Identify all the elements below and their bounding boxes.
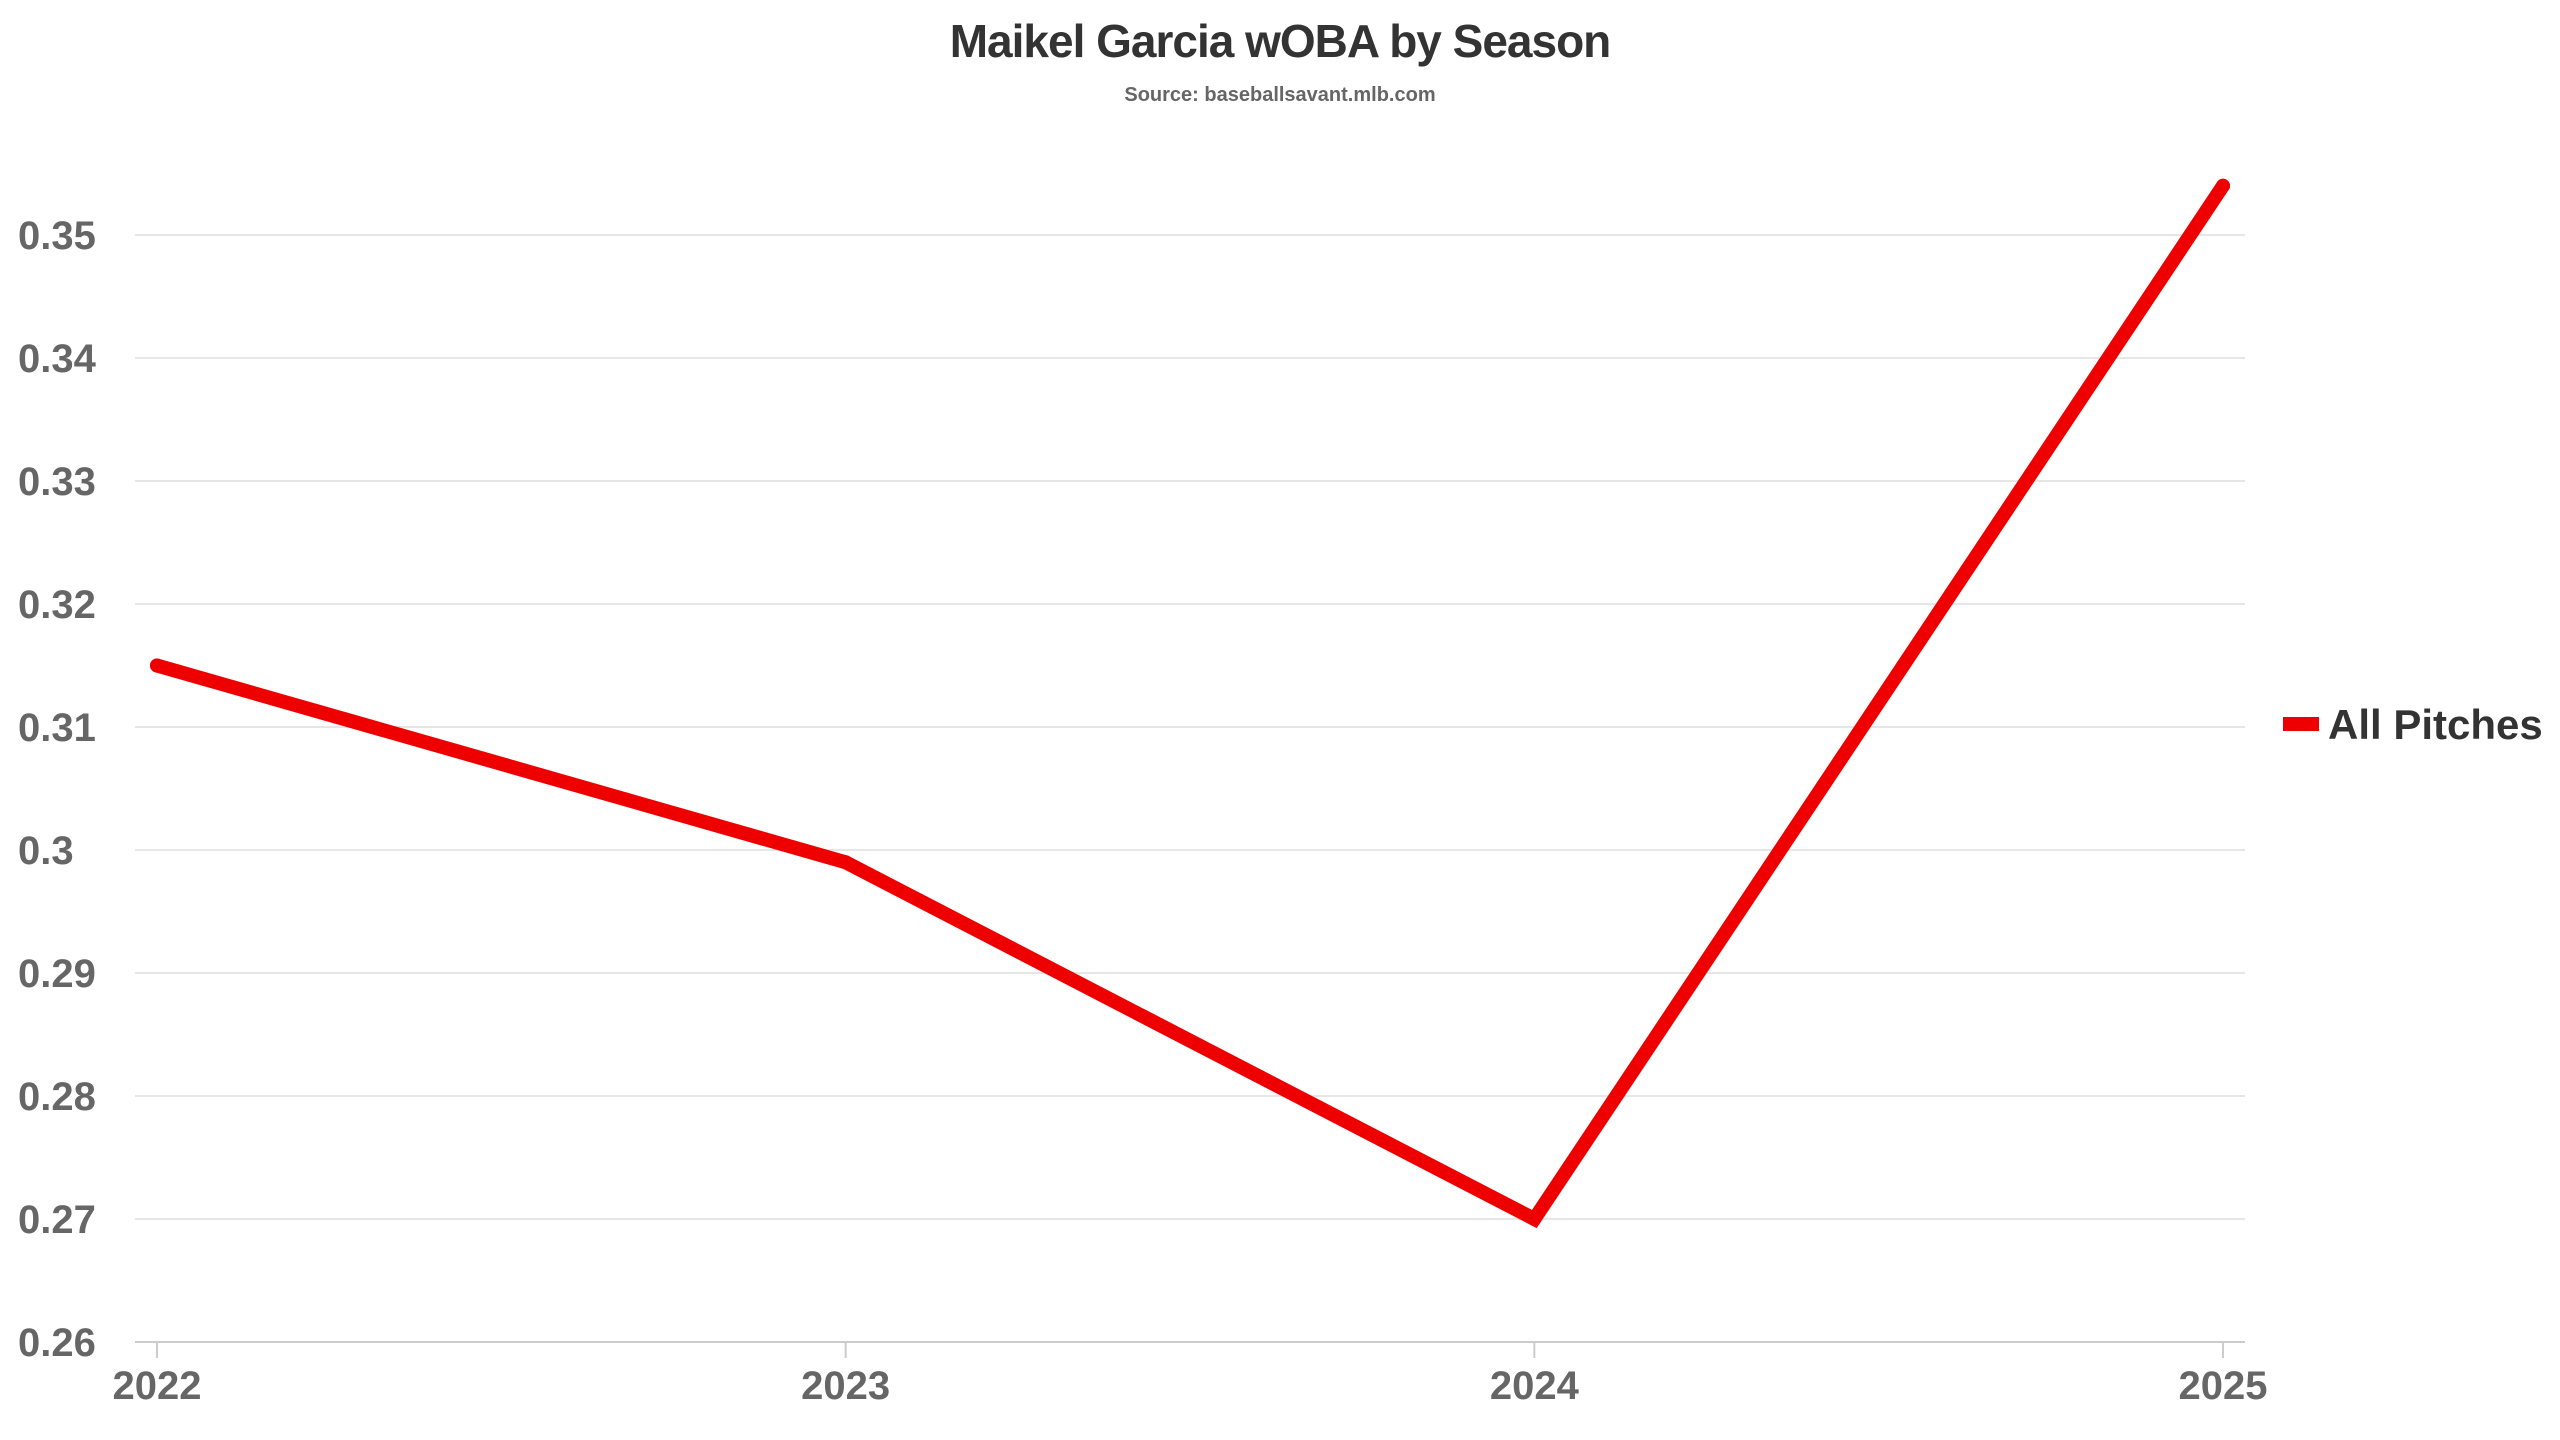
y-axis-tick-labels: 0.26 0.27 0.28 0.29 0.3 0.31 0.32 0.33 0.34 0.35: [18, 214, 97, 1365]
series-line: [150, 178, 2230, 1229]
y-tick-label: 0.33: [18, 460, 96, 504]
data-point: [1527, 1212, 1542, 1226]
data-point: [2216, 178, 2230, 193]
x-tick-label: 2023: [801, 1364, 890, 1408]
legend-label: All Pitches: [2328, 701, 2543, 748]
x-tick-label: 2024: [1490, 1364, 1580, 1408]
series-lines: [150, 178, 2230, 1229]
x-axis-tick-labels: 2022 2023 2024 2025: [113, 1364, 2268, 1408]
y-tick-label: 0.3: [18, 829, 74, 873]
y-tick-label: 0.35: [18, 214, 96, 258]
y-tick-label: 0.31: [18, 706, 96, 750]
y-tick-label: 0.32: [18, 583, 96, 627]
data-point: [150, 658, 164, 673]
data-point: [838, 855, 853, 870]
legend: All Pitches: [2283, 701, 2543, 748]
y-tick-label: 0.27: [18, 1198, 96, 1242]
y-tick-label: 0.29: [18, 952, 96, 996]
x-axis: [135, 1341, 2245, 1358]
chart-subtitle: Source: baseballsavant.mlb.com: [1124, 84, 1436, 106]
x-tick-label: 2022: [113, 1364, 202, 1408]
legend-swatch: [2283, 717, 2319, 731]
y-tick-label: 0.28: [18, 1075, 96, 1119]
x-tick-label: 2025: [2179, 1364, 2268, 1408]
y-tick-label: 0.26: [18, 1321, 96, 1365]
chart-title: Maikel Garcia wOBA by Season: [949, 15, 1612, 67]
y-tick-label: 0.34: [18, 337, 97, 381]
grid-lines: [135, 234, 2245, 1220]
